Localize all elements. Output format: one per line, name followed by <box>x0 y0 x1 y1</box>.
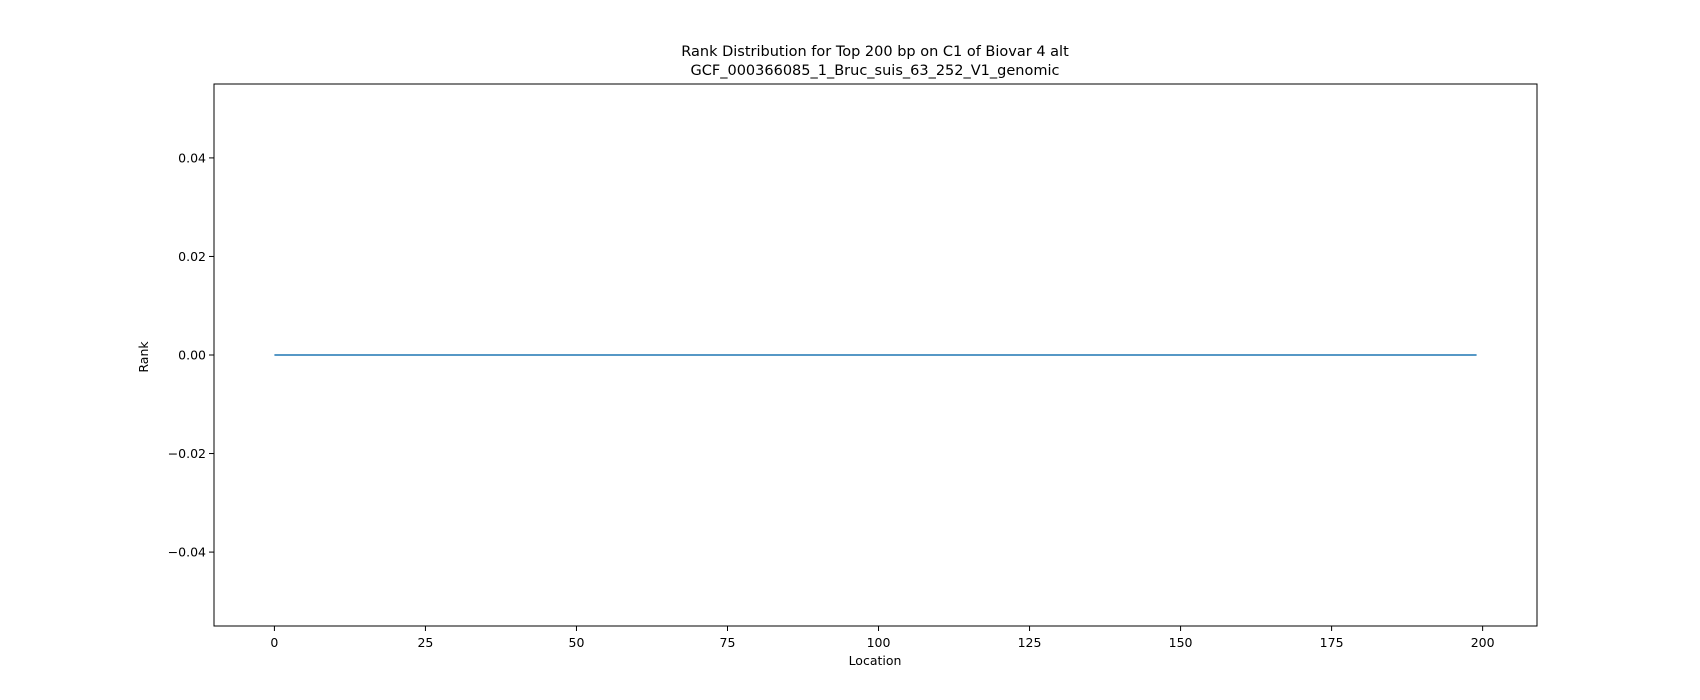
x-tick-label: 175 <box>1320 635 1344 650</box>
y-tick-label: −0.02 <box>168 446 206 461</box>
y-tick-label: 0.02 <box>178 249 206 264</box>
chart-subtitle: GCF_000366085_1_Bruc_suis_63_252_V1_geno… <box>691 63 1060 79</box>
x-tick-label: 50 <box>569 635 585 650</box>
y-axis-label: Rank <box>136 341 151 373</box>
x-tick-label: 100 <box>867 635 891 650</box>
axes-frame <box>213 83 1538 627</box>
x-tick-label: 0 <box>270 635 278 650</box>
x-tick-label: 75 <box>720 635 736 650</box>
x-tick-label: 200 <box>1471 635 1495 650</box>
y-tick-label: 0.04 <box>178 150 206 165</box>
chart-title: Rank Distribution for Top 200 bp on C1 o… <box>681 44 1069 60</box>
x-axis: 0 25 50 75 100 125 150 175 200 <box>270 626 1495 650</box>
y-axis: −0.04 −0.02 0.00 0.02 0.04 <box>168 150 214 560</box>
x-tick-label: 25 <box>417 635 433 650</box>
x-tick-label: 125 <box>1018 635 1042 650</box>
y-tick-label: 0.00 <box>178 348 206 363</box>
y-tick-label: −0.04 <box>168 545 206 560</box>
x-tick-label: 150 <box>1169 635 1193 650</box>
x-axis-label: Location <box>849 653 902 668</box>
